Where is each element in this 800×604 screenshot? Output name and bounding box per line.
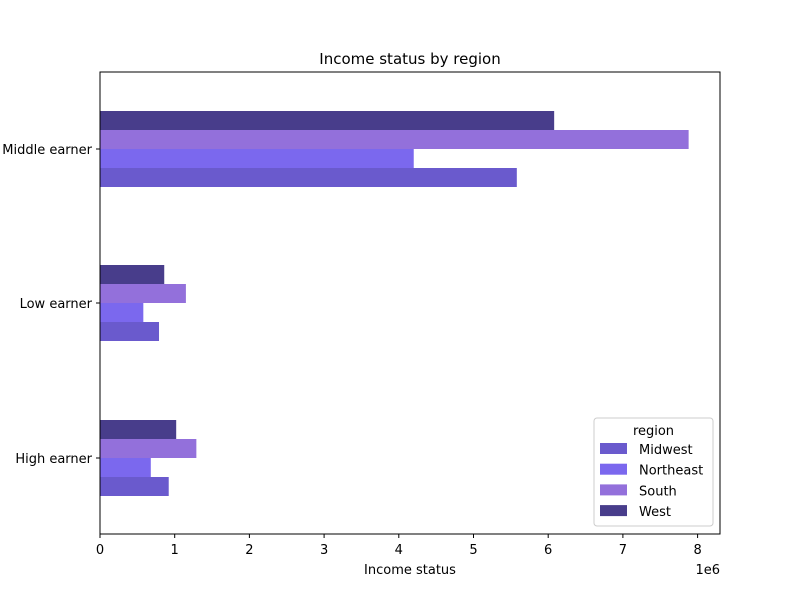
x-tick-label: 7 (619, 543, 627, 558)
bar-west-high-earner (100, 420, 177, 439)
legend-swatch-south (600, 484, 627, 496)
bar-south-high-earner (100, 439, 197, 458)
bar-northeast-high-earner (100, 458, 151, 477)
x-tick-label: 2 (245, 543, 253, 558)
x-tick-label: 4 (395, 543, 403, 558)
legend-label-midwest: Midwest (639, 443, 693, 458)
legend-swatch-northeast (600, 463, 627, 475)
bar-west-middle-earner (100, 111, 555, 130)
legend-label-west: West (639, 505, 671, 520)
x-tick-label: 0 (96, 543, 104, 558)
x-tick-label: 3 (320, 543, 328, 558)
bar-midwest-middle-earner (100, 168, 517, 187)
x-tick-label: 8 (693, 543, 701, 558)
bar-northeast-low-earner (100, 303, 144, 322)
legend: region Midwest Northeast South West (593, 417, 714, 527)
bars-group (100, 111, 689, 496)
legend-label-south: South (639, 484, 677, 499)
bar-south-low-earner (100, 284, 186, 303)
bar-midwest-high-earner (100, 477, 169, 496)
y-tick-label: Low earner (20, 297, 93, 312)
bar-midwest-low-earner (100, 322, 160, 341)
legend-title: region (633, 424, 674, 439)
legend-label-northeast: Northeast (639, 464, 703, 479)
legend-swatch-west (600, 505, 627, 517)
x-axis-label: Income status (364, 563, 456, 578)
y-axis: High earner Low earner Middle earner (2, 143, 100, 467)
y-tick-label: Middle earner (2, 143, 92, 158)
x-axis-offset-label: 1e6 (695, 563, 720, 578)
bar-northeast-middle-earner (100, 149, 414, 168)
x-tick-label: 5 (469, 543, 477, 558)
bar-south-middle-earner (100, 130, 689, 149)
x-tick-label: 6 (544, 543, 552, 558)
bar-west-low-earner (100, 265, 165, 284)
chart-title: Income status by region (319, 50, 500, 68)
y-tick-label: High earner (15, 452, 92, 467)
x-tick-label: 1 (171, 543, 179, 558)
x-axis: 0 1 2 3 4 5 6 7 8 (96, 534, 702, 558)
legend-swatch-midwest (600, 443, 627, 454)
